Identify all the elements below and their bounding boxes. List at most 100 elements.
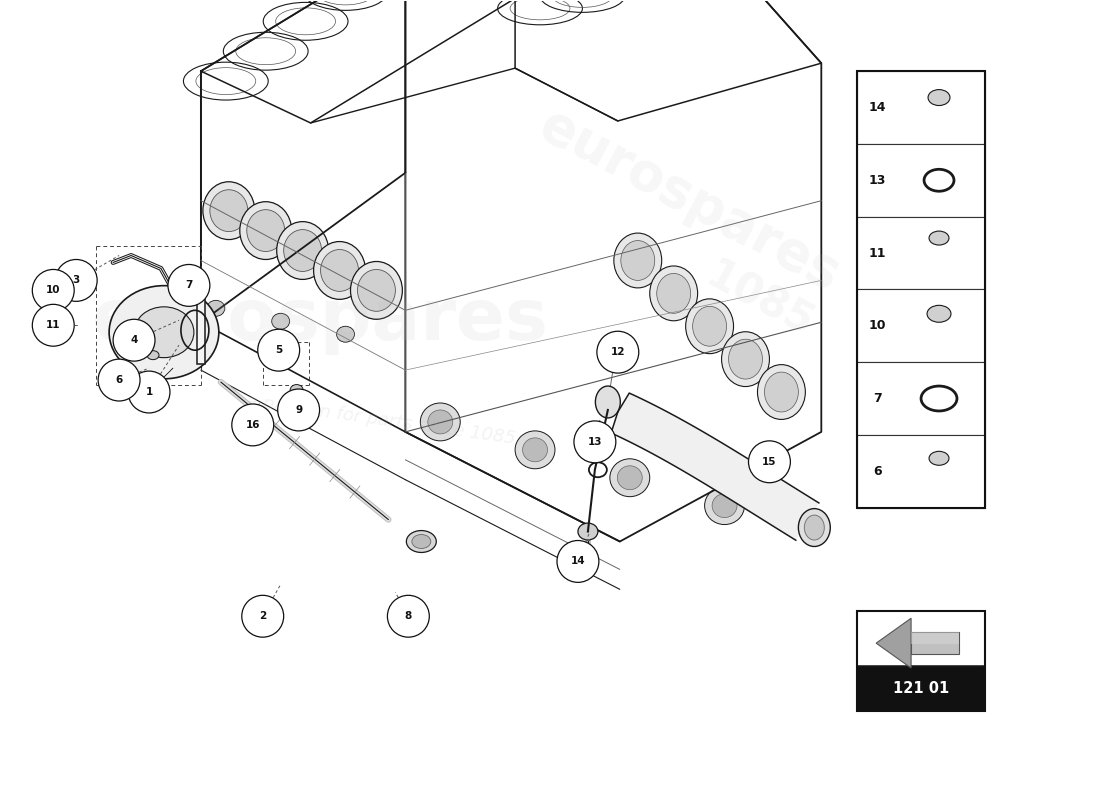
Ellipse shape <box>406 530 437 553</box>
Ellipse shape <box>728 339 762 379</box>
Text: 9: 9 <box>295 405 302 415</box>
Ellipse shape <box>240 202 292 259</box>
Bar <box>857 290 984 362</box>
Text: eurospares: eurospares <box>530 99 849 302</box>
Ellipse shape <box>614 233 662 288</box>
Circle shape <box>232 404 274 446</box>
Ellipse shape <box>290 385 304 395</box>
Circle shape <box>574 421 616 462</box>
Ellipse shape <box>930 231 949 245</box>
Text: 14: 14 <box>571 557 585 566</box>
Circle shape <box>242 595 284 637</box>
Circle shape <box>32 304 74 346</box>
Ellipse shape <box>428 410 453 434</box>
Text: a passion for parts since 1085: a passion for parts since 1085 <box>244 392 516 448</box>
Ellipse shape <box>620 241 654 281</box>
Circle shape <box>113 319 155 361</box>
Polygon shape <box>877 618 911 668</box>
Ellipse shape <box>799 509 830 546</box>
Circle shape <box>597 331 639 373</box>
Text: 7: 7 <box>872 392 881 405</box>
Ellipse shape <box>705 486 745 525</box>
Ellipse shape <box>595 386 620 418</box>
Ellipse shape <box>657 274 691 314</box>
Bar <box>857 362 984 435</box>
Ellipse shape <box>764 372 799 412</box>
Text: 11: 11 <box>868 246 886 259</box>
Bar <box>857 144 984 217</box>
Text: 8: 8 <box>405 611 412 622</box>
Text: 6: 6 <box>116 375 123 385</box>
Text: 7: 7 <box>185 280 192 290</box>
Bar <box>857 666 984 711</box>
Ellipse shape <box>928 90 950 106</box>
Polygon shape <box>612 393 818 540</box>
Ellipse shape <box>617 466 642 490</box>
Ellipse shape <box>210 190 248 231</box>
Text: 4: 4 <box>131 335 138 346</box>
Text: 1085: 1085 <box>698 254 821 346</box>
Circle shape <box>257 330 299 371</box>
Text: 11: 11 <box>46 320 60 330</box>
Ellipse shape <box>337 326 354 342</box>
Ellipse shape <box>202 182 255 239</box>
Ellipse shape <box>358 270 395 311</box>
Ellipse shape <box>722 332 769 386</box>
Ellipse shape <box>134 307 194 358</box>
Polygon shape <box>189 300 201 360</box>
Ellipse shape <box>109 286 219 379</box>
Ellipse shape <box>515 431 556 469</box>
Ellipse shape <box>685 299 734 354</box>
Text: 10: 10 <box>46 286 60 295</box>
Text: eurospares: eurospares <box>92 286 549 354</box>
Bar <box>857 435 984 508</box>
Text: 121 01: 121 01 <box>893 682 949 697</box>
Ellipse shape <box>522 438 548 462</box>
Ellipse shape <box>277 222 329 279</box>
Circle shape <box>748 441 791 482</box>
Text: 15: 15 <box>762 457 777 466</box>
Text: 13: 13 <box>587 437 602 447</box>
Circle shape <box>55 259 97 302</box>
Circle shape <box>557 541 598 582</box>
Ellipse shape <box>712 494 737 518</box>
Ellipse shape <box>207 300 224 316</box>
Circle shape <box>168 265 210 306</box>
Text: 14: 14 <box>868 101 886 114</box>
Bar <box>857 611 984 666</box>
Bar <box>857 71 984 144</box>
Bar <box>857 71 984 508</box>
Circle shape <box>128 371 170 413</box>
Ellipse shape <box>272 314 289 330</box>
Text: 10: 10 <box>868 319 886 332</box>
Ellipse shape <box>693 306 727 346</box>
Ellipse shape <box>930 451 949 466</box>
Ellipse shape <box>804 515 824 540</box>
Ellipse shape <box>609 458 650 497</box>
Text: 16: 16 <box>245 420 260 430</box>
Ellipse shape <box>650 266 697 321</box>
Ellipse shape <box>758 365 805 419</box>
Ellipse shape <box>246 210 285 251</box>
Ellipse shape <box>147 350 160 360</box>
Circle shape <box>98 359 140 401</box>
Bar <box>857 217 984 290</box>
Circle shape <box>32 270 74 311</box>
Ellipse shape <box>411 534 431 549</box>
Polygon shape <box>911 632 959 654</box>
Polygon shape <box>911 632 959 644</box>
Text: 2: 2 <box>260 611 266 622</box>
Ellipse shape <box>314 242 365 299</box>
Ellipse shape <box>351 262 403 319</box>
Text: 1: 1 <box>145 387 153 397</box>
Polygon shape <box>197 298 205 364</box>
Text: 5: 5 <box>275 345 283 355</box>
Text: 3: 3 <box>73 275 80 286</box>
Text: 6: 6 <box>873 465 881 478</box>
Ellipse shape <box>420 403 460 441</box>
Ellipse shape <box>320 250 359 291</box>
Ellipse shape <box>284 230 321 271</box>
Ellipse shape <box>927 306 952 322</box>
Circle shape <box>277 389 320 431</box>
Bar <box>857 611 984 711</box>
